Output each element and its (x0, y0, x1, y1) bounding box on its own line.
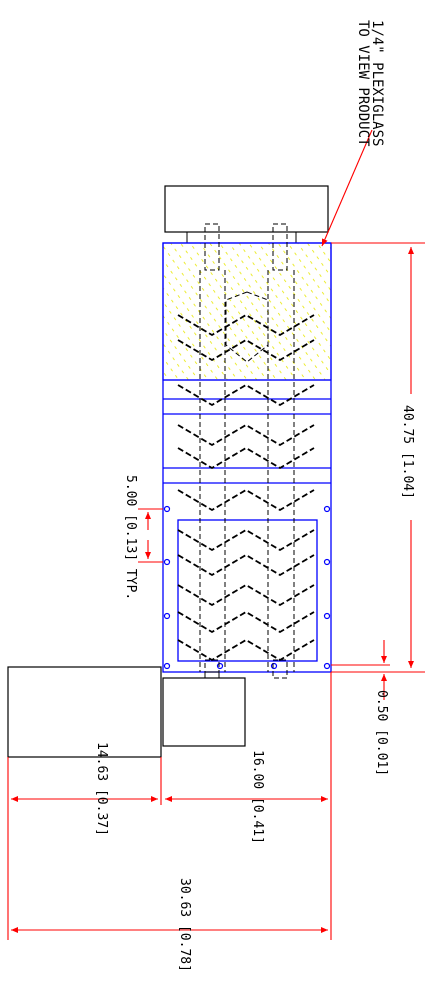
dimension-lines (7, 129, 425, 940)
note-plexiglass-line1: 1/4" PLEXIGLASS (369, 20, 385, 146)
top-enclosure (164, 185, 329, 233)
top-bracket (186, 231, 297, 244)
shafts-dashed (199, 223, 295, 679)
dim-width-total: 30.63 [0.78] (177, 878, 192, 972)
dim-offset: 0.50 [0.01] (374, 690, 389, 776)
plexiglass-window (162, 242, 332, 381)
note-plexiglass-line2: TO VIEW PRODUCT (355, 20, 371, 147)
dim-width-b: 16.00 [0.41] (250, 750, 265, 844)
auger-flights (177, 313, 315, 662)
dim-pitch: 5.00 [0.13] TYP. (123, 475, 138, 600)
frame-blue (162, 242, 332, 673)
dim-overall-length: 40.75 [1.04] (400, 405, 415, 499)
motor-small (162, 677, 246, 747)
bolt-holes (163, 505, 331, 670)
dim-width-a: 14.63 [0.37] (94, 742, 109, 836)
motor-coupling (204, 671, 220, 679)
motor-large (7, 666, 162, 758)
